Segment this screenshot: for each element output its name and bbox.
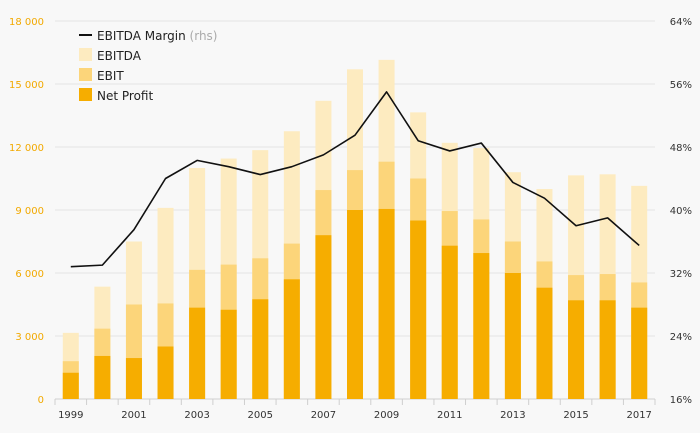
- x-tick-label: 2015: [563, 410, 588, 421]
- bar-net-profit: [252, 299, 269, 399]
- x-tick-label: 2011: [437, 410, 462, 421]
- y-tick-right: 16%: [670, 395, 692, 406]
- legend-label-net-profit: Net Profit: [97, 89, 153, 103]
- legend: EBITDA Margin (rhs) EBITDA EBIT Net Profit: [79, 29, 218, 103]
- margin-line: [70, 91, 640, 268]
- legend-label-margin: EBITDA Margin (rhs): [97, 29, 218, 43]
- bar-net-profit: [283, 279, 300, 399]
- bar-net-profit: [62, 372, 79, 399]
- y-tick-left: 15 000: [9, 80, 44, 91]
- x-tick-label: 2005: [248, 410, 273, 421]
- bar-net-profit: [157, 346, 174, 399]
- bar-net-profit: [125, 358, 142, 399]
- y-tick-left: 18 000: [9, 17, 44, 28]
- x-tick-label: 2007: [311, 410, 336, 421]
- y-tick-right: 56%: [670, 80, 692, 91]
- y-tick-left: 3 000: [15, 332, 44, 343]
- axes: 0 16% 3 000 24% 6 000 32% 9 000 40% 12 000 48% 15 …: [9, 17, 692, 421]
- bar-net-profit: [568, 300, 585, 399]
- y-tick-right: 24%: [670, 332, 692, 343]
- y-tick-left: 6 000: [15, 269, 44, 280]
- y-tick-right: 64%: [670, 17, 692, 28]
- x-tick-label: 2001: [121, 410, 146, 421]
- bar-net-profit: [473, 253, 490, 399]
- bar-net-profit: [504, 273, 521, 399]
- bar-net-profit: [378, 208, 395, 399]
- bar-net-profit: [347, 210, 363, 399]
- bar-net-profit: [220, 309, 237, 399]
- legend-swatch-ebit: [79, 68, 92, 81]
- legend-swatch-net-profit: [79, 88, 92, 101]
- bar-net-profit: [315, 235, 332, 399]
- ebitda-margin-line: [70, 91, 640, 268]
- legend-label-ebit: EBIT: [97, 69, 124, 83]
- bars: [62, 59, 648, 400]
- bar-net-profit: [189, 307, 206, 399]
- x-tick-label: 2017: [626, 410, 651, 421]
- bar-net-profit: [599, 300, 616, 399]
- y-tick-left: 9 000: [15, 206, 44, 217]
- y-tick-right: 32%: [670, 269, 692, 280]
- x-tick-label: 2003: [184, 410, 209, 421]
- bar-net-profit: [94, 355, 111, 399]
- legend-label-ebitda: EBITDA: [97, 49, 142, 63]
- y-tick-right: 40%: [670, 206, 692, 217]
- legend-swatch-ebitda: [79, 48, 92, 61]
- x-tick-label: 1999: [58, 410, 83, 421]
- y-tick-right: 48%: [670, 143, 692, 154]
- bar-net-profit: [536, 287, 553, 399]
- y-tick-left: 12 000: [9, 143, 44, 154]
- bar-net-profit: [441, 245, 458, 399]
- bar-net-profit: [410, 220, 427, 399]
- x-tick-label: 2009: [374, 410, 399, 421]
- y-tick-left: 0: [38, 395, 44, 406]
- x-tick-label: 2013: [500, 410, 525, 421]
- bar-net-profit: [631, 307, 648, 399]
- legend-rhs-note: (rhs): [190, 29, 218, 43]
